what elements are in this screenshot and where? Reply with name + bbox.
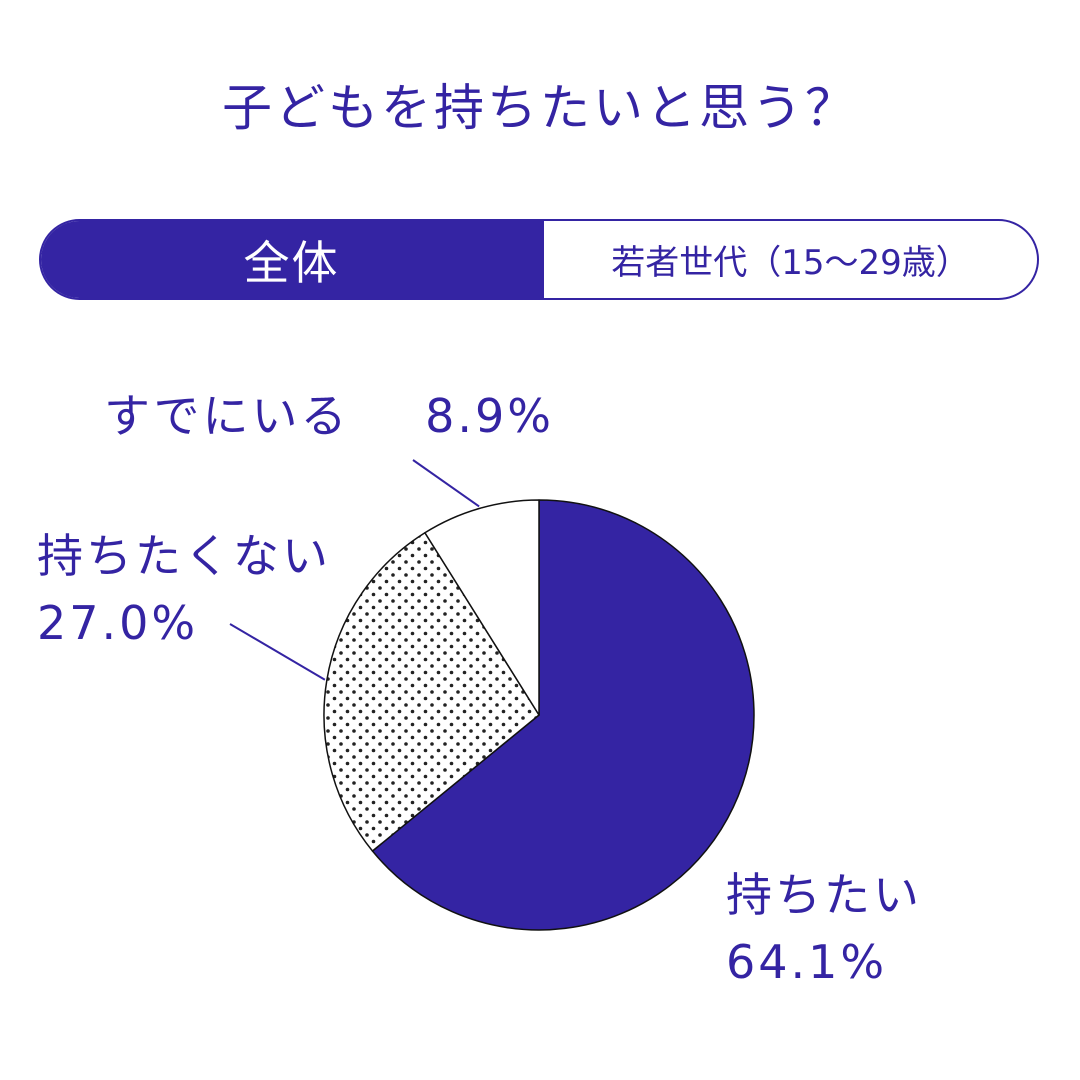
slice-value-want: 64.1% — [726, 934, 888, 989]
leader-line-already — [412, 459, 480, 508]
slice-label-not-want: 持ちたくない 27.0% — [37, 523, 331, 656]
segment-toggle: 全体 若者世代（15～29歳） — [39, 219, 1039, 300]
tab-young-generation[interactable]: 若者世代（15～29歳） — [542, 221, 1037, 298]
pie-slice-not-want — [323, 532, 540, 852]
slice-value-already: 8.9% — [425, 389, 554, 443]
slice-label-already: すでにいる 8.9% — [104, 383, 554, 450]
slice-label-want: 持ちたい 64.1% — [726, 862, 922, 995]
pie-slice-want — [371, 499, 755, 931]
slice-name-already: すでにいる — [104, 389, 350, 443]
tab-all[interactable]: 全体 — [41, 221, 542, 298]
slice-name-want: 持ちたい — [726, 868, 922, 922]
slice-name-not-want: 持ちたくない — [37, 529, 331, 583]
chart-title: 子どもを持ちたいと思う？ — [222, 79, 858, 137]
slice-value-not-want: 27.0% — [37, 595, 199, 650]
leader-line-not-want — [229, 623, 326, 681]
pie-slice-already — [424, 499, 540, 716]
